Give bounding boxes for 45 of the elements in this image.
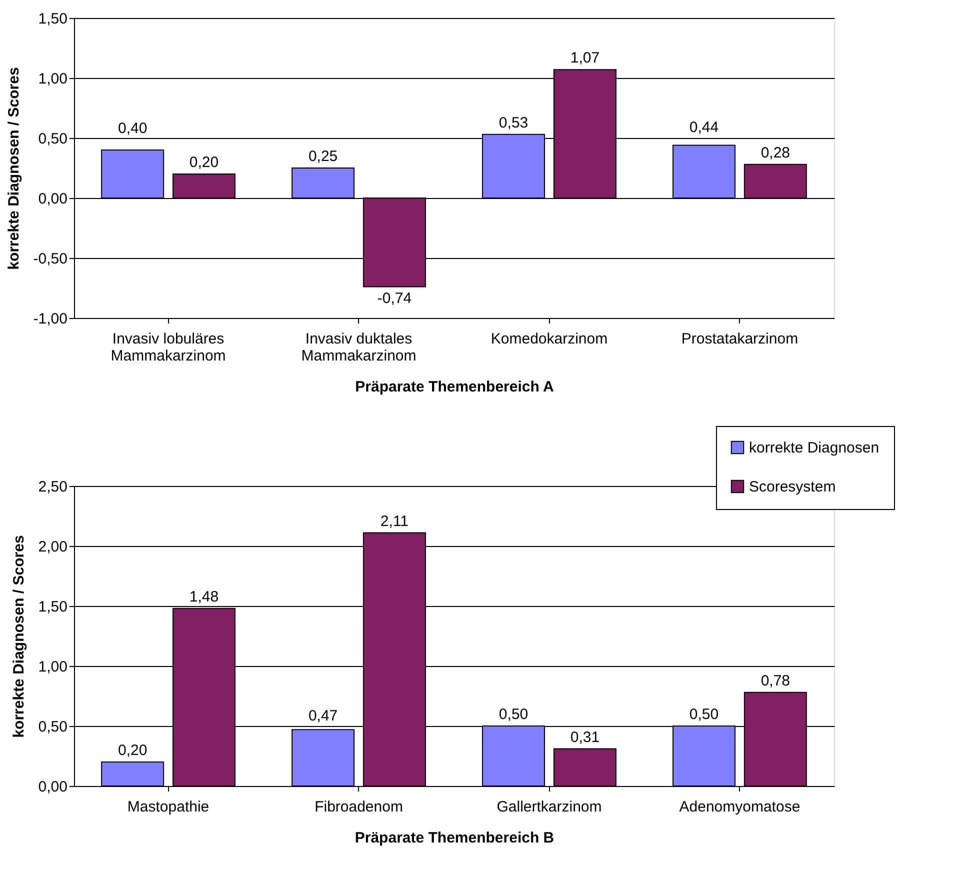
data-label: 0,78: [760, 672, 790, 690]
y-tick-label: 1,50: [38, 598, 68, 616]
bar: [553, 748, 616, 786]
y-tick-label: 1,00: [38, 658, 68, 676]
y-tick-label: 0,50: [38, 718, 68, 736]
legend-label: korrekte Diagnosen: [749, 440, 880, 456]
x-tick-label: Invasiv lobuläres Mammakarzinom: [110, 330, 226, 364]
data-label: 0,31: [570, 728, 600, 746]
y-tick-label: 0,50: [38, 130, 68, 148]
y-axis-title: korrekte Diagnosen / Scores: [10, 535, 28, 738]
y-tick-label: -1,00: [33, 310, 68, 328]
x-tick-label: Komedokarzinom: [490, 330, 608, 348]
y-tick-label: 0,00: [38, 778, 68, 796]
y-tick-label: 2,00: [38, 538, 68, 556]
data-label: 0,40: [118, 120, 148, 137]
x-tick-label: Adenomyomatose: [679, 798, 800, 816]
legend-label: Scoresystem: [749, 478, 836, 496]
data-label: 0,20: [118, 742, 148, 759]
x-tick-label: Prostatakarzinom: [681, 330, 798, 348]
y-tick-label: 0,00: [38, 190, 68, 208]
data-label: 0,53: [498, 114, 528, 132]
data-label: 1,48: [189, 588, 219, 606]
bar: [101, 762, 164, 786]
y-tick-label: 2,50: [38, 478, 68, 496]
x-tick-label: Mastopathie: [127, 798, 210, 816]
data-label: 2,11: [380, 512, 409, 530]
data-label: 0,44: [689, 119, 719, 136]
data-label: -0,74: [377, 290, 412, 307]
x-tick-label: Gallertkarzinom: [496, 798, 602, 816]
x-tick-label: Fibroadenom: [314, 798, 403, 816]
data-label: 0,50: [498, 706, 528, 723]
data-label: 1,07: [570, 50, 600, 67]
data-label: 0,47: [308, 708, 338, 725]
x-axis-title: Präparate Themenbereich A: [355, 378, 554, 396]
x-axis-title: Präparate Themenbereich B: [354, 830, 554, 846]
data-label: 0,20: [189, 154, 219, 171]
data-label: 0,28: [760, 144, 790, 162]
data-label: 0,50: [689, 706, 719, 723]
y-tick-label: 1,00: [38, 70, 68, 88]
y-axis-title: korrekte Diagnosen / Scores: [5, 67, 22, 270]
x-tick-label: Invasiv duktales Mammakarzinom: [301, 330, 416, 364]
y-tick-label: -0,50: [33, 250, 68, 268]
data-label: 0,25: [308, 148, 338, 165]
bar: [292, 729, 355, 786]
y-tick-label: 1,50: [38, 10, 68, 28]
